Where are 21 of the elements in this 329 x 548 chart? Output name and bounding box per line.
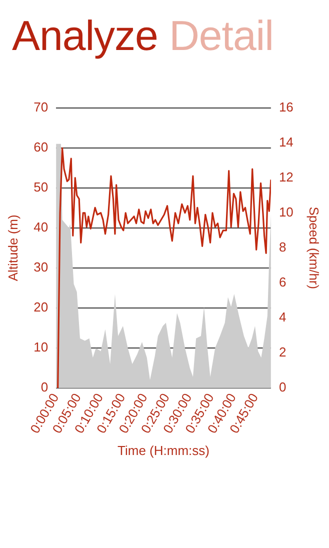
y2-tick-label: 6: [278, 274, 286, 290]
y-tick-label: 40: [34, 219, 48, 234]
y-tick-label: 50: [34, 179, 48, 194]
y2-tick-label: 4: [278, 310, 286, 325]
y-tick-label: 0: [40, 380, 48, 395]
y2-tick-label: 14: [278, 134, 294, 150]
y2-tick-label: 0: [278, 380, 286, 395]
y2-tick-label: 12: [278, 169, 294, 184]
chart-title: Analyze Detail: [12, 12, 274, 59]
y2-tick-label: 10: [278, 204, 294, 220]
y-tick-label: 30: [34, 260, 48, 275]
y2-tick-label: 2: [278, 344, 286, 360]
y-tick-label: 60: [34, 139, 48, 154]
y-tick-label: 20: [34, 300, 48, 315]
y2-tick-label: 8: [278, 239, 286, 254]
x-axis-title: Time (H:mm:ss): [118, 442, 210, 458]
y2-axis-title: Speed (km/hr): [306, 206, 322, 290]
y-tick-label: 70: [34, 99, 48, 114]
y-tick-label: 10: [34, 340, 48, 355]
y-axis-title: Altitude (m): [5, 214, 20, 282]
y2-tick-label: 16: [278, 99, 294, 114]
